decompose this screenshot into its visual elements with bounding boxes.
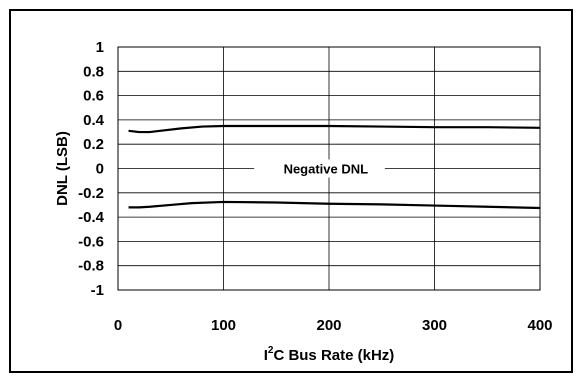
- y-tick-label: 1: [96, 39, 104, 56]
- y-axis-label: DNL (LSB): [54, 131, 71, 206]
- x-tick-label: 200: [316, 317, 341, 334]
- x-tick-label: 300: [422, 317, 447, 334]
- y-tick-label: 0: [96, 161, 104, 178]
- x-axis-label-post: C Bus Rate (kHz): [273, 347, 394, 364]
- y-tick-label: -0.4: [78, 209, 105, 226]
- x-tick-label: 100: [211, 317, 236, 334]
- x-tick-label: 400: [527, 317, 552, 334]
- y-tick-label: -1: [91, 282, 104, 299]
- y-tick-label: 0.6: [83, 88, 104, 105]
- x-tick-labels: 0 100 200 300 400: [114, 317, 553, 334]
- y-tick-label: -0.2: [78, 185, 104, 202]
- series-line-0: [128, 124, 541, 134]
- y-tick-label: 0.4: [83, 112, 105, 129]
- series-label-bg-1: [266, 159, 385, 178]
- chart-frame: [9, 9, 573, 373]
- x-axis-label: I2C Bus Rate (kHz): [264, 345, 395, 364]
- x-axis-label-pre: I: [264, 347, 268, 364]
- y-tick-labels: -1 -0.8 -0.6 -0.4 -0.2 0 0.2 0.4 0.6 0.8 1: [78, 39, 105, 299]
- plot-area: [117, 46, 541, 291]
- y-tick-label: -0.6: [78, 233, 104, 250]
- series-labels: Positive DNLNegative DNL: [254, 159, 385, 178]
- y-tick-label: 0.2: [83, 136, 104, 153]
- series-label-1: Negative DNL: [284, 162, 369, 177]
- x-tick-label: 0: [114, 317, 122, 334]
- series-line-1: [128, 200, 541, 210]
- series-lines: [128, 124, 541, 210]
- x-axis-label-sup: 2: [268, 345, 274, 356]
- y-tick-label: 0.8: [83, 63, 104, 80]
- y-tick-label: -0.8: [78, 258, 104, 275]
